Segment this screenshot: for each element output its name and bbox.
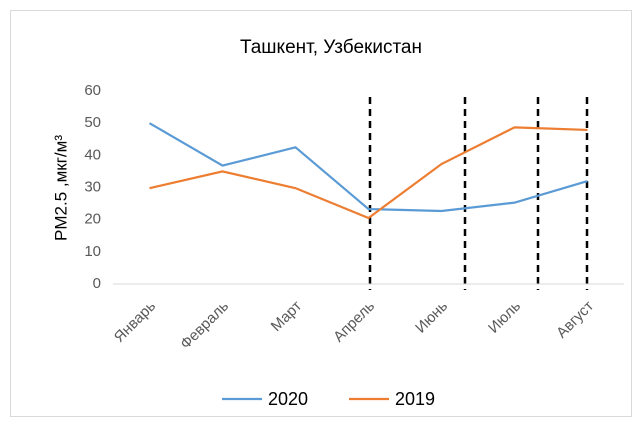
chart-title: Ташкент, Узбекистан: [240, 37, 422, 58]
y-tick-label: 60: [84, 82, 101, 99]
y-tick-label: 30: [84, 178, 101, 195]
y-tick-label: 50: [84, 114, 101, 131]
y-tick-label: 0: [93, 275, 101, 292]
y-tick-label: 10: [84, 243, 101, 260]
legend-label: 2019: [395, 389, 435, 409]
line-series: [148, 122, 588, 213]
annotation-lines: [368, 97, 589, 290]
y-axis-label: PM2.5 ,мкг/м³: [51, 135, 70, 241]
chart-frame: [10, 10, 632, 417]
legend-label: 2020: [268, 389, 308, 409]
y-tick-label: 40: [84, 146, 101, 163]
y-tick-label: 20: [84, 211, 101, 228]
line-series: [149, 126, 588, 220]
